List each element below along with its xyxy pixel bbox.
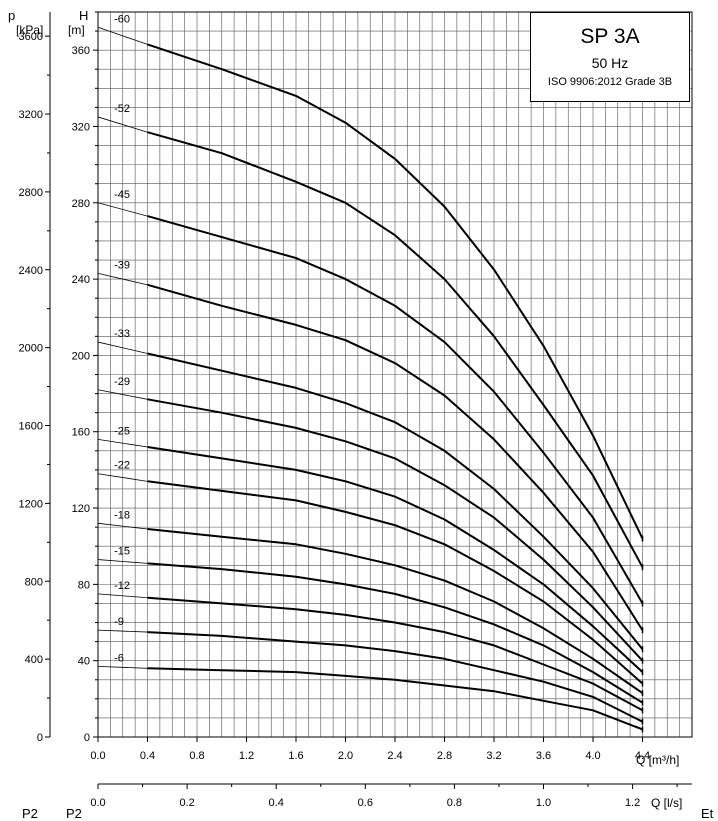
curve-label: -60 bbox=[114, 13, 130, 25]
kpa-axis-unit: [kPa] bbox=[16, 23, 43, 37]
curve-extension bbox=[97, 26, 148, 45]
curve-label: -18 bbox=[114, 509, 130, 521]
ls-tick-label: 0.2 bbox=[179, 797, 194, 809]
h-axis-label: H bbox=[79, 8, 88, 23]
curve-extension bbox=[97, 629, 148, 633]
h-tick-label: 240 bbox=[72, 274, 90, 286]
kpa-tick-label: 400 bbox=[25, 654, 43, 666]
bottom-label-left: P2 bbox=[22, 806, 38, 821]
curve-stages-39 bbox=[147, 283, 644, 631]
curve-stages-9 bbox=[147, 631, 643, 723]
h-tick-label: 80 bbox=[78, 579, 90, 591]
curve-label: -33 bbox=[114, 328, 130, 340]
q-tick-label: 0.8 bbox=[189, 750, 204, 762]
curve-label: -15 bbox=[114, 546, 130, 558]
curve-stages-15 bbox=[147, 562, 644, 704]
curve-label: -6 bbox=[114, 652, 124, 664]
kpa-tick-label: 1200 bbox=[19, 498, 43, 510]
q-tick-label: 2.4 bbox=[387, 750, 402, 762]
curve-label: -29 bbox=[114, 376, 130, 388]
curve-stages-6 bbox=[147, 667, 643, 731]
h-tick-label: 200 bbox=[72, 350, 90, 362]
chart-frequency: 50 Hz bbox=[591, 55, 629, 71]
curve-stages-12 bbox=[147, 596, 643, 712]
curve-stages-18 bbox=[147, 528, 644, 694]
ls-tick-label: 0.4 bbox=[269, 797, 284, 809]
kpa-tick-label: 3200 bbox=[19, 109, 43, 121]
curve-extension bbox=[97, 116, 148, 133]
curve-label: -9 bbox=[114, 616, 124, 628]
h-axis-unit: [m] bbox=[68, 23, 85, 37]
grid bbox=[97, 11, 693, 738]
curve-label: -45 bbox=[114, 189, 130, 201]
q-tick-label: 2.8 bbox=[437, 750, 452, 762]
kpa-tick-label: 3600 bbox=[19, 31, 43, 43]
q-tick-label: 1.6 bbox=[288, 750, 303, 762]
curve-stages-33 bbox=[147, 352, 644, 650]
q-tick-label: 3.2 bbox=[486, 750, 501, 762]
curve-extension bbox=[97, 666, 148, 669]
curve-extension bbox=[97, 522, 148, 530]
ls-tick-label: 1.0 bbox=[536, 797, 551, 809]
h-tick-label: 280 bbox=[72, 198, 90, 210]
q-tick-label: 3.6 bbox=[536, 750, 551, 762]
kpa-tick-label: 0 bbox=[37, 732, 43, 744]
chart-standard: ISO 9906:2012 Grade 3B bbox=[547, 76, 673, 88]
curve-stages-22 bbox=[147, 480, 644, 685]
curve-label: -25 bbox=[114, 425, 130, 437]
h-tick-label: 320 bbox=[72, 121, 90, 133]
curve-label: -12 bbox=[114, 580, 130, 592]
q-axis-label: Q [m³/h] bbox=[636, 753, 679, 767]
curve-stages-45 bbox=[147, 215, 644, 604]
curve-stages-52 bbox=[147, 131, 644, 568]
ls-tick-label: 0.8 bbox=[447, 797, 462, 809]
h-tick-label: 360 bbox=[72, 45, 90, 57]
h-tick-label: 120 bbox=[72, 503, 90, 515]
ls-axis-label: Q [l/s] bbox=[651, 796, 682, 810]
kpa-tick-label: 800 bbox=[25, 576, 43, 588]
q-tick-label: 0.0 bbox=[90, 750, 105, 762]
q-tick-label: 2.0 bbox=[338, 750, 353, 762]
bottom-label-left2: P2 bbox=[66, 806, 82, 821]
curve-stages-25 bbox=[147, 446, 644, 673]
q-tick-label: 1.2 bbox=[239, 750, 254, 762]
curve-stages-29 bbox=[147, 398, 644, 662]
curve-extension bbox=[97, 593, 148, 599]
chart-title: SP 3A bbox=[580, 25, 640, 48]
kpa-tick-label: 1600 bbox=[19, 421, 43, 433]
curve-extension bbox=[97, 438, 148, 448]
curve-label: -22 bbox=[114, 460, 130, 472]
h-tick-label: 40 bbox=[78, 656, 90, 668]
curve-label: -52 bbox=[114, 103, 130, 115]
curve-extension bbox=[97, 473, 148, 482]
curve-stages-60 bbox=[147, 43, 644, 540]
curve-extension bbox=[97, 341, 148, 354]
bottom-label-right: Et bbox=[701, 806, 714, 821]
h-tick-label: 160 bbox=[72, 427, 90, 439]
q-tick-label: 4.0 bbox=[585, 750, 600, 762]
q-tick-label: 4.4 bbox=[635, 750, 650, 762]
curve-extension bbox=[97, 202, 148, 217]
kpa-axis-label: p bbox=[8, 8, 15, 23]
kpa-tick-label: 2800 bbox=[19, 187, 43, 199]
ls-tick-label: 0.6 bbox=[358, 797, 373, 809]
ls-tick-label: 1.2 bbox=[625, 797, 640, 809]
kpa-tick-label: 2000 bbox=[19, 343, 43, 355]
curve-extension bbox=[97, 389, 148, 400]
chart-title-box: SP 3A 50 Hz ISO 9906:2012 Grade 3B bbox=[530, 12, 690, 102]
q-tick-label: 0.4 bbox=[140, 750, 155, 762]
curve-extension bbox=[97, 272, 148, 286]
h-tick-label: 0 bbox=[84, 732, 90, 744]
kpa-tick-label: 2400 bbox=[19, 265, 43, 277]
curve-extension bbox=[97, 559, 148, 564]
ls-tick-label: 0.0 bbox=[90, 797, 105, 809]
curve-label: -39 bbox=[114, 259, 130, 271]
